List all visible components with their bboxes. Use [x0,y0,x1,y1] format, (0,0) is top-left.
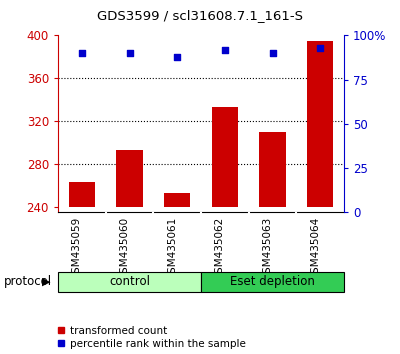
Text: Eset depletion: Eset depletion [230,275,315,288]
Text: control: control [109,275,150,288]
Bar [201,272,344,292]
Text: GSM435063: GSM435063 [262,217,272,280]
Text: ▶: ▶ [42,277,50,287]
Bar [164,193,190,207]
Bar [69,182,95,207]
Text: GSM435062: GSM435062 [215,217,225,280]
Point [174,54,180,59]
Bar [212,107,238,207]
Text: GDS3599 / scl31608.7.1_161-S: GDS3599 / scl31608.7.1_161-S [97,9,303,22]
Text: GSM435061: GSM435061 [167,217,177,280]
Bar [259,132,286,207]
Text: protocol: protocol [4,275,52,288]
Text: GSM435059: GSM435059 [72,217,82,280]
Point [317,45,323,51]
Text: GSM435064: GSM435064 [310,217,320,280]
Point [222,47,228,52]
Bar [58,272,201,292]
Point [126,50,133,56]
Legend: transformed count, percentile rank within the sample: transformed count, percentile rank withi… [57,326,246,349]
Text: GSM435060: GSM435060 [120,217,130,280]
Point [269,50,276,56]
Bar [307,41,333,207]
Point [79,50,85,56]
Bar [116,150,143,207]
